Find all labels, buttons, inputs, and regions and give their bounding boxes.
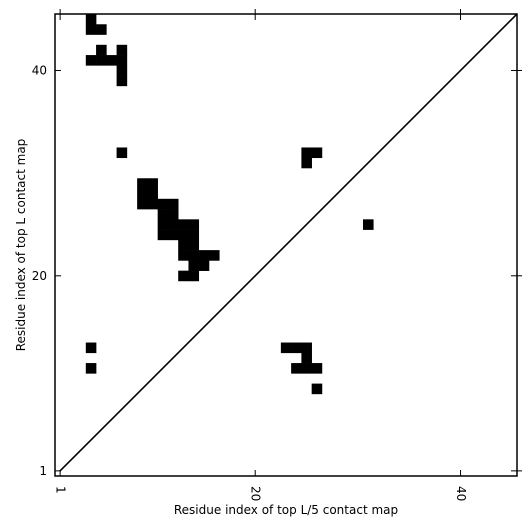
contact-cell-top-l bbox=[116, 147, 128, 159]
plot-frame bbox=[54, 13, 518, 477]
contact-cell-top-l bbox=[209, 250, 220, 261]
contact-cell-top-l bbox=[116, 75, 128, 87]
contact-cell-top-l bbox=[178, 250, 189, 261]
contact-cell-top-l bbox=[188, 219, 200, 230]
y-tick-label: 1 bbox=[39, 464, 47, 478]
contact-cell-top-l bbox=[363, 219, 374, 230]
contact-cell-top-l bbox=[116, 44, 128, 56]
contact-cell-top-l bbox=[116, 55, 128, 66]
y-axis-label: Residue index of top L contact map bbox=[14, 139, 28, 352]
contact-cell-top-l bbox=[157, 229, 169, 241]
contact-cell-top-l bbox=[188, 260, 200, 271]
contact-cell-top-l bbox=[167, 229, 179, 241]
contact-cell-top-l bbox=[96, 44, 107, 56]
contact-cell-top-l bbox=[116, 65, 128, 76]
contact-cell-top-l bbox=[137, 188, 148, 200]
contact-cell-top-l bbox=[96, 24, 107, 35]
contact-cell-top-l bbox=[178, 219, 189, 230]
y-tick-label: 20 bbox=[32, 269, 47, 283]
contact-cell-top-l bbox=[137, 198, 148, 210]
contact-cells bbox=[85, 14, 374, 395]
contact-cell-top-l bbox=[85, 14, 97, 25]
contact-cell-top-l bbox=[157, 219, 169, 230]
contact-cell-top-l5 bbox=[311, 363, 323, 374]
x-axis-label: Residue index of top L/5 contact map bbox=[174, 503, 398, 517]
contact-cell-top-l5 bbox=[301, 363, 312, 374]
contact-cell-top-l bbox=[147, 178, 158, 189]
x-tick-label: 1 bbox=[54, 486, 68, 494]
axis-ticks: 1 20 40 1 20 40 bbox=[32, 9, 522, 501]
contact-cell-top-l5 bbox=[301, 342, 312, 354]
contact-cell-top-l5 bbox=[85, 363, 97, 374]
contact-cell-top-l bbox=[85, 55, 97, 66]
contact-cell-top-l bbox=[178, 270, 189, 282]
contact-cell-top-l bbox=[198, 250, 210, 261]
contact-cell-top-l5 bbox=[291, 363, 302, 374]
y-tick-label: 40 bbox=[32, 63, 47, 77]
contact-cell-top-l5 bbox=[85, 342, 97, 354]
contact-cell-top-l bbox=[147, 198, 158, 210]
contact-cell-top-l bbox=[167, 198, 179, 210]
contact-cell-top-l bbox=[147, 188, 158, 200]
contact-cell-top-l bbox=[188, 270, 200, 282]
contact-cell-top-l bbox=[157, 209, 169, 220]
contact-cell-top-l bbox=[167, 209, 179, 220]
contact-cell-top-l bbox=[198, 260, 210, 271]
contact-cell-top-l bbox=[188, 250, 200, 261]
contact-cell-top-l bbox=[188, 239, 200, 251]
contact-cell-top-l bbox=[178, 229, 189, 241]
contact-cell-top-l bbox=[301, 157, 312, 169]
contact-cell-top-l bbox=[157, 198, 169, 210]
contact-cell-top-l bbox=[301, 147, 312, 159]
contact-cell-top-l5 bbox=[280, 342, 292, 354]
x-tick-label: 40 bbox=[454, 486, 468, 501]
contact-cell-top-l bbox=[167, 219, 179, 230]
x-tick-label: 20 bbox=[249, 486, 263, 501]
contact-cell-top-l bbox=[85, 24, 97, 35]
diagonal-line bbox=[59, 13, 518, 472]
contact-cell-top-l5 bbox=[301, 352, 312, 364]
contact-cell-top-l bbox=[178, 239, 189, 251]
contact-cell-top-l bbox=[106, 55, 117, 66]
contact-cell-top-l bbox=[311, 147, 323, 159]
contact-cell-top-l bbox=[188, 229, 200, 241]
contact-cell-top-l bbox=[137, 178, 148, 189]
contact-cell-top-l bbox=[96, 55, 107, 66]
contact-cell-top-l5 bbox=[311, 383, 323, 395]
contact-cell-top-l5 bbox=[291, 342, 302, 354]
